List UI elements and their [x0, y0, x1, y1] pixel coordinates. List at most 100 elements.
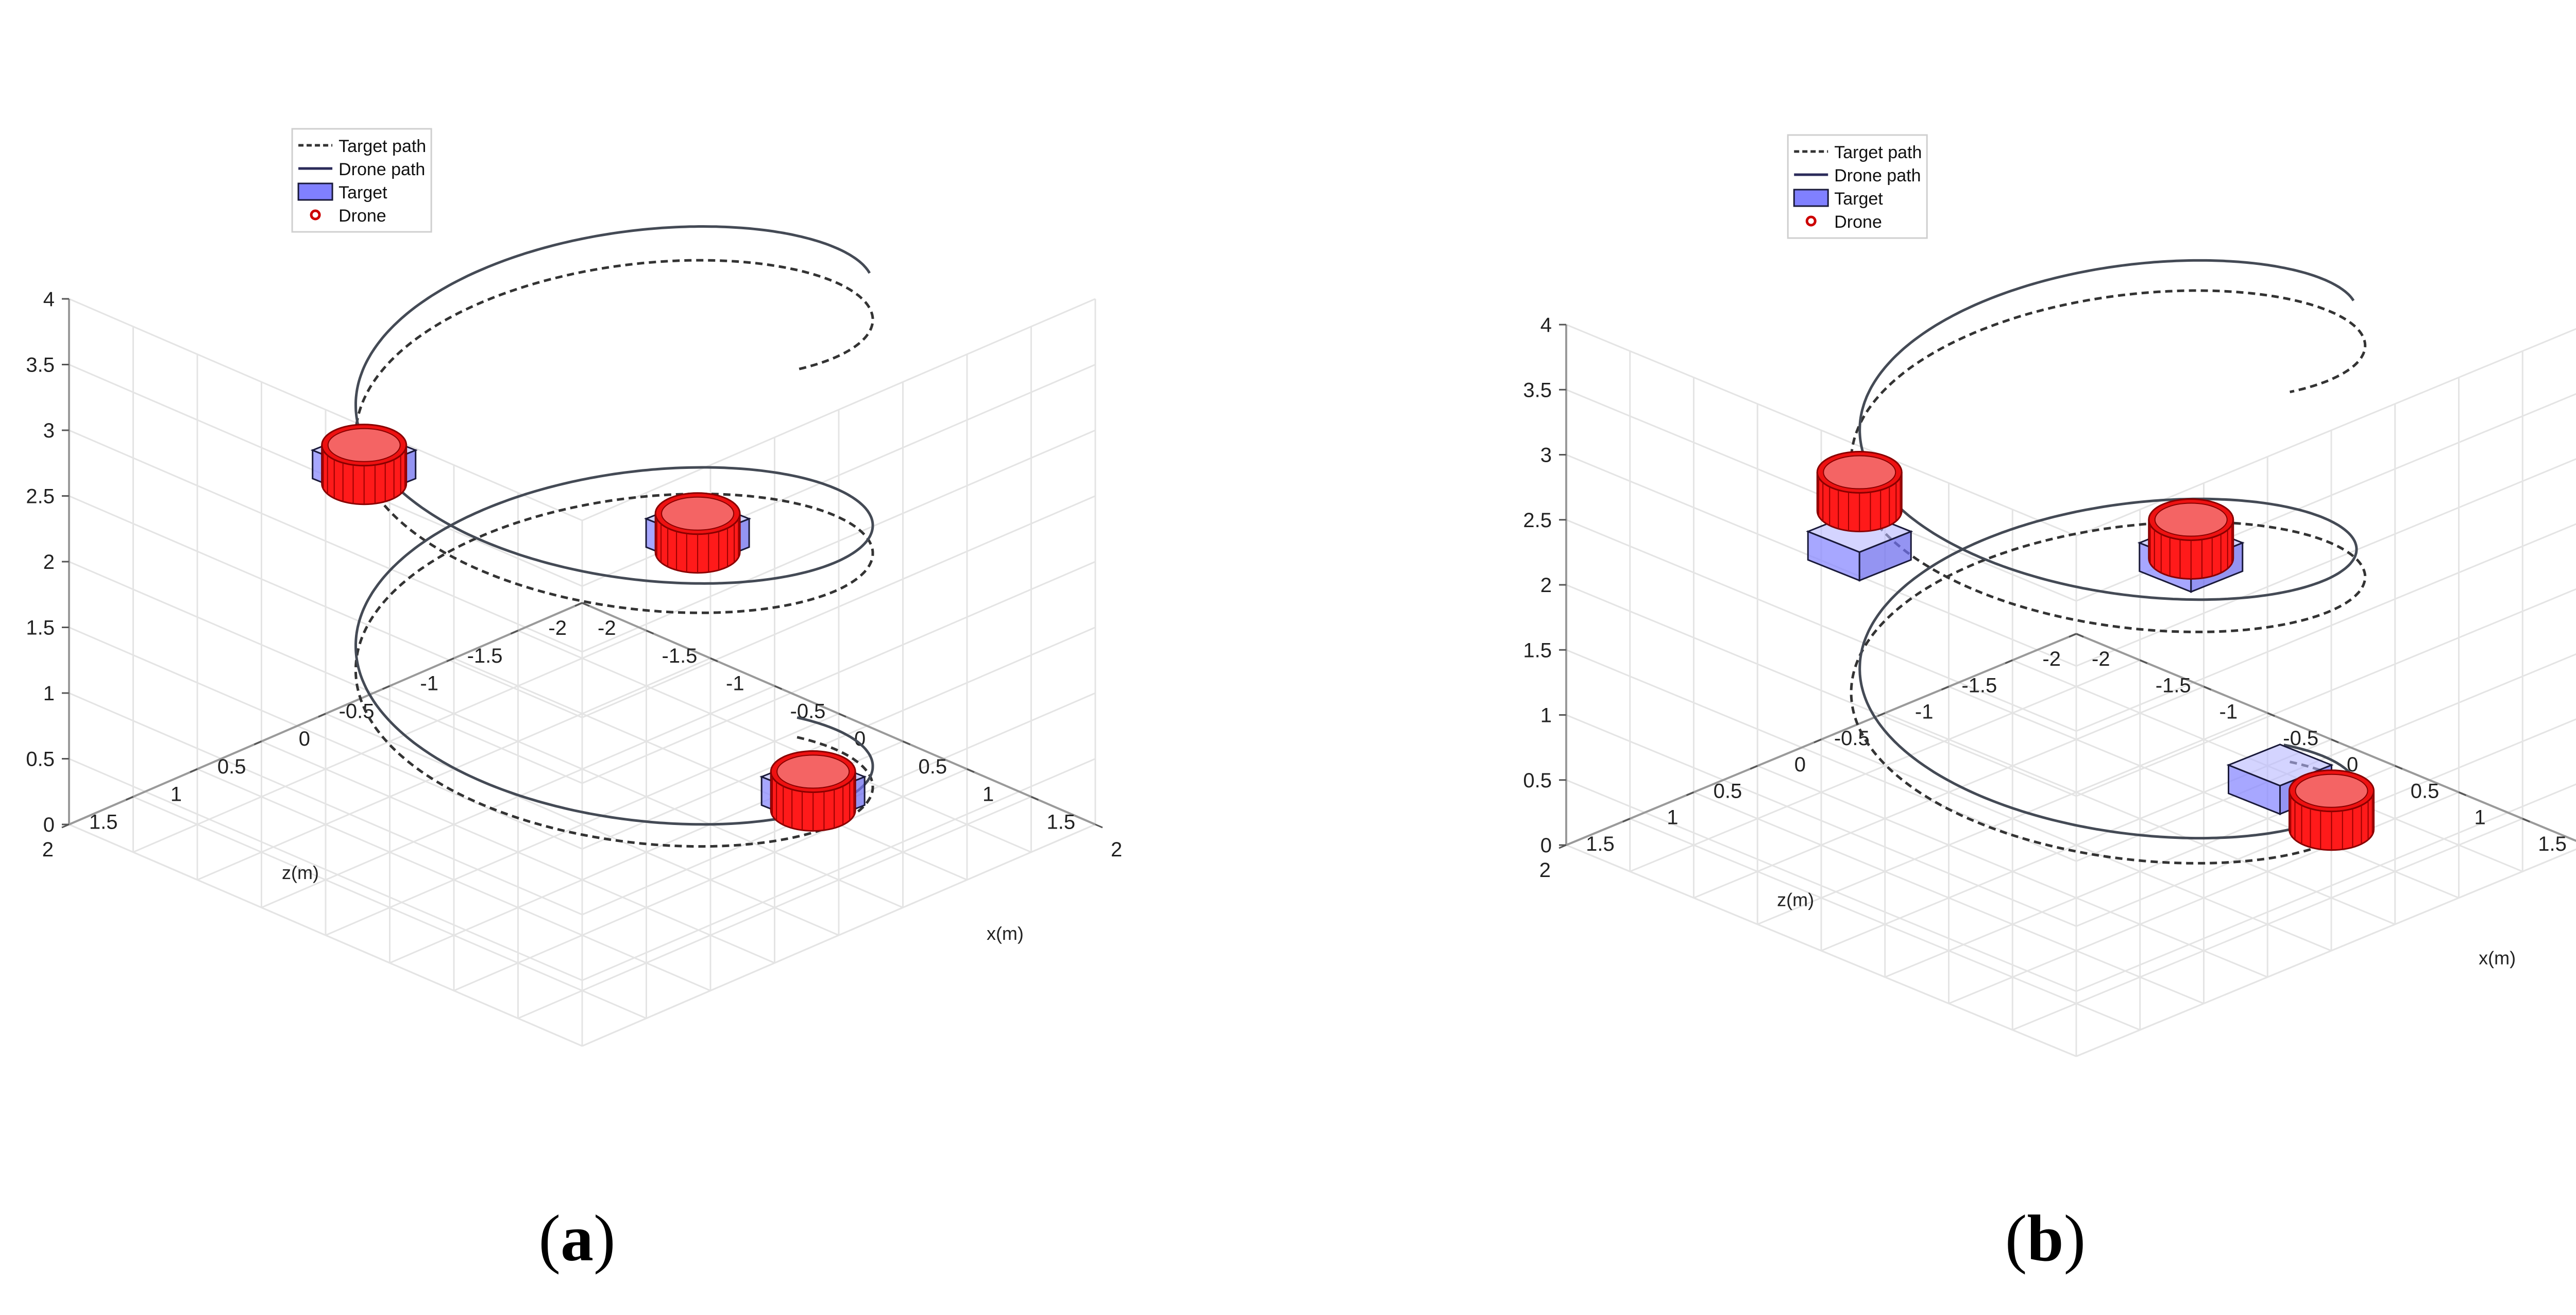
- legend-label: Target path: [338, 137, 426, 156]
- z-tick-label: 0: [1540, 834, 1552, 857]
- target-path-line: [354, 259, 874, 848]
- x-axis-label: x(m): [2479, 947, 2516, 968]
- grid-line: [1566, 714, 2077, 927]
- x-tick-label: 2: [1111, 838, 1122, 861]
- grid-line: [1566, 844, 2077, 1057]
- grid-line: [69, 495, 583, 718]
- x-tick-label: -1.5: [662, 645, 698, 667]
- caption-a-letter: a: [561, 1202, 594, 1275]
- y-tick-label: -1.5: [467, 645, 503, 667]
- drone-ring-inner: [1823, 455, 1896, 490]
- y-tick-mark: [318, 713, 326, 718]
- legend-label: Drone: [1834, 212, 1882, 232]
- x-tick-mark: [710, 658, 718, 662]
- y-tick-mark: [1814, 738, 1822, 744]
- x-tick-mark: [646, 630, 654, 635]
- y-tick-label: 2: [1539, 859, 1551, 882]
- y-tick-label: -2: [2042, 648, 2061, 670]
- grid-line: [69, 429, 583, 653]
- y-tick-mark: [2005, 659, 2013, 664]
- z-tick-label: 0: [43, 814, 55, 836]
- grid-line: [1566, 649, 2077, 862]
- grid-line: [2076, 848, 2576, 1057]
- y-axis-label: z(m): [282, 862, 319, 883]
- drone-path-line: [354, 225, 874, 826]
- grid-line: [1566, 324, 2077, 537]
- grid-line: [582, 298, 1096, 521]
- legend-label: Target: [1834, 189, 1883, 209]
- caption-b-letter: b: [2027, 1202, 2064, 1275]
- grid-line: [582, 758, 1096, 981]
- legend-patch-icon: [297, 182, 333, 201]
- drone-ring-inner: [2154, 502, 2228, 537]
- grid-line: [1566, 584, 2077, 797]
- y-tick-label: 1: [1667, 806, 1678, 829]
- z-tick-label: 2.5: [26, 485, 55, 508]
- x-tick-mark: [2331, 738, 2339, 744]
- y-tick-label: -1: [1915, 701, 1934, 723]
- legend: Target path Drone path Target Drone: [1787, 134, 1928, 239]
- grid-line: [2076, 783, 2576, 992]
- x-tick-label: -0.5: [790, 700, 826, 722]
- grid-line: [2076, 523, 2576, 732]
- caption-a: (a): [538, 1202, 616, 1275]
- y-tick-mark: [1622, 818, 1631, 823]
- y-axis-label: z(m): [1777, 889, 1814, 911]
- y-tick-label: 1: [171, 783, 182, 806]
- y-tick-mark: [1686, 791, 1694, 796]
- grid-line: [2076, 653, 2576, 862]
- x-tick-label: -1: [2219, 701, 2238, 723]
- x-tick-label: 0: [2347, 753, 2358, 776]
- x-tick-label: -1.5: [2156, 674, 2191, 697]
- x-tick-mark: [838, 713, 846, 718]
- y-tick-label: -1.5: [1961, 674, 1997, 697]
- y-tick-mark: [1877, 712, 1886, 717]
- z-tick-label: 4: [43, 288, 55, 311]
- grid-lines: [1565, 324, 2576, 1057]
- drone-ring-inner: [776, 754, 850, 789]
- y-tick-mark: [1750, 765, 1758, 770]
- figure-panel-b: -2-1.5-1-0.500.511.52-2-1.5-1-0.500.511.…: [1484, 0, 2576, 1315]
- z-tick-label: 1.5: [26, 617, 55, 639]
- x-tick-mark: [902, 740, 911, 746]
- legend-circle-icon: [1805, 215, 1817, 227]
- grid-line: [69, 561, 583, 784]
- z-tick-label: 1: [1540, 704, 1552, 727]
- y-tick-mark: [253, 740, 262, 746]
- drone-ring-inner: [661, 496, 735, 531]
- x-tick-mark: [2076, 633, 2084, 638]
- drone-path-line: [1858, 259, 2358, 840]
- x-axis-label: x(m): [987, 923, 1024, 944]
- drone-ring-inner: [327, 428, 401, 462]
- legend: Target path Drone path Target Drone: [291, 128, 432, 233]
- y-tick-label: 1.5: [89, 811, 118, 833]
- grid-line: [582, 823, 1096, 1047]
- z-tick-label: 0.5: [1523, 769, 1552, 792]
- z-tick-label: 3.5: [26, 354, 55, 377]
- legend-label: Drone path: [338, 160, 425, 179]
- z-tick-label: 1.5: [1523, 639, 1552, 662]
- figure-panel-a: -2 -1.5 -1 -0.5 0 0.5 1 1.5 2 -2 -1.5 -1 -0.5 0 0.5 1 1.…: [0, 0, 1236, 1315]
- x-tick-mark: [2522, 818, 2530, 823]
- series: [1850, 259, 2367, 865]
- x-tick-mark: [967, 768, 975, 773]
- y-tick-label: 2: [42, 838, 54, 861]
- legend-label: Drone path: [1834, 166, 1921, 186]
- x-tick-label: 1.5: [2538, 833, 2567, 855]
- y-tick-label: 0: [299, 728, 310, 750]
- y-tick-mark: [382, 685, 391, 690]
- grid-line: [69, 298, 583, 521]
- chart-a: -2-1.5-1-0.500.511.52-2-1.5-1-0.500.511.…: [26, 128, 1122, 1047]
- y-tick-mark: [446, 658, 454, 662]
- z-tick-label: 2: [43, 551, 55, 574]
- tick-labels: -2-1.5-1-0.500.511.52-2-1.5-1-0.500.511.…: [1523, 314, 2567, 968]
- x-tick-label: 0.5: [2411, 780, 2439, 802]
- y-tick-label: -1: [420, 672, 438, 695]
- drone-ring-inner: [2295, 773, 2368, 808]
- objects: [1806, 451, 2375, 851]
- x-tick-label: 0.5: [919, 755, 947, 778]
- legend-label: Target: [338, 183, 387, 203]
- y-tick-mark: [190, 768, 198, 773]
- x-tick-label: 1: [2475, 806, 2486, 829]
- z-tick-label: 0.5: [26, 748, 55, 771]
